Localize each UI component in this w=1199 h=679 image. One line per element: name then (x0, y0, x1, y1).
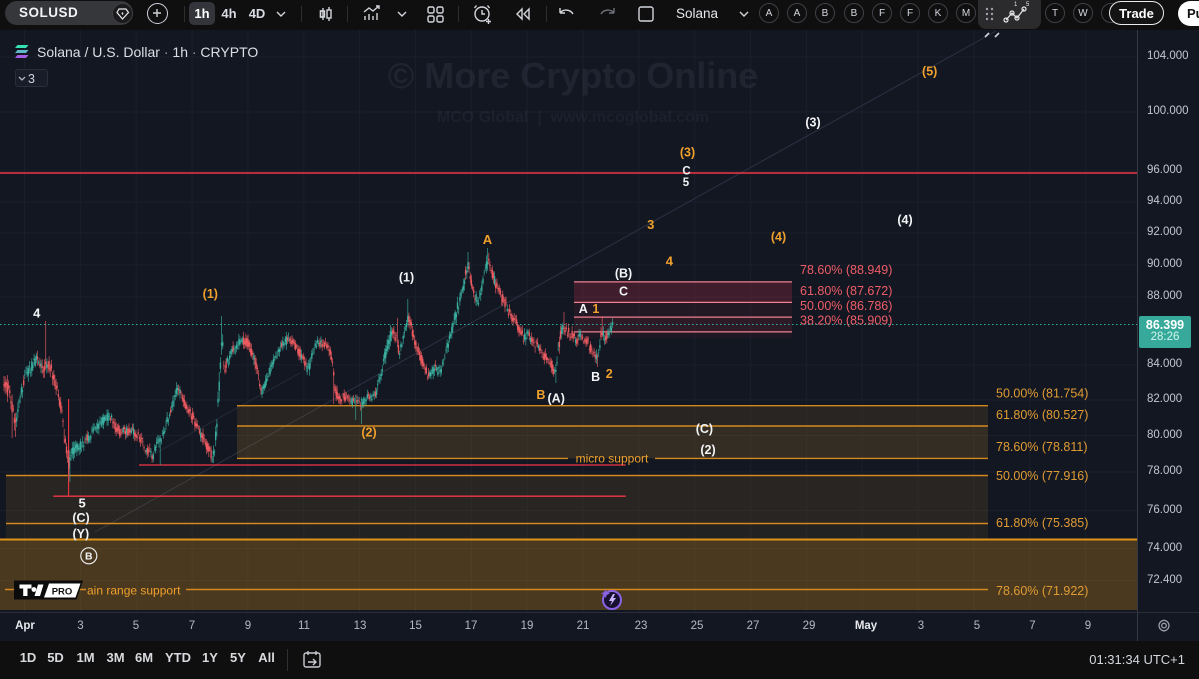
svg-text:(5): (5) (922, 65, 937, 79)
svg-text:MCO Global | www.mcoglobal.c: MCO Global | www.mcoglobal.com (437, 109, 709, 126)
svg-text:(B): (B) (615, 267, 632, 281)
svg-text:(4): (4) (771, 230, 786, 244)
svg-text:© More Crypto Online: © More Crypto Online (388, 55, 759, 96)
svg-text:1: 1 (592, 302, 599, 316)
svg-text:PRO: PRO (52, 587, 73, 598)
svg-text:5: 5 (1026, 2, 1030, 8)
svg-text:50.00% (77.916): 50.00% (77.916) (996, 469, 1088, 483)
svg-text:(A): (A) (548, 392, 565, 406)
svg-text:C: C (619, 285, 628, 299)
svg-text:2: 2 (606, 367, 613, 381)
svg-text:1: 1 (1014, 2, 1018, 8)
svg-text:(4): (4) (897, 213, 912, 227)
svg-text:ain range support: ain range support (87, 584, 181, 598)
svg-text:B: B (591, 370, 600, 384)
svg-text:78.60% (71.922): 78.60% (71.922) (996, 584, 1088, 598)
svg-text:(3): (3) (805, 116, 820, 130)
svg-text:78.60% (78.811): 78.60% (78.811) (996, 440, 1088, 454)
svg-text:(2): (2) (361, 426, 376, 440)
svg-text:5: 5 (78, 496, 85, 511)
svg-text:(1): (1) (399, 271, 414, 285)
svg-text:(1): (1) (203, 287, 218, 301)
svg-text:4: 4 (666, 253, 674, 268)
svg-text:5: 5 (683, 177, 690, 189)
svg-text:(3): (3) (680, 146, 695, 160)
svg-text:3: 3 (647, 217, 654, 232)
svg-text:4: 4 (33, 306, 41, 321)
svg-text:micro support: micro support (576, 452, 649, 466)
svg-text:A: A (483, 232, 493, 247)
svg-text:(Y): (Y) (72, 527, 89, 541)
svg-text:78.60% (88.949): 78.60% (88.949) (800, 263, 892, 277)
svg-text:B: B (85, 551, 93, 563)
svg-text:61.80% (87.672): 61.80% (87.672) (800, 284, 892, 298)
svg-text:61.80% (80.527): 61.80% (80.527) (996, 408, 1088, 422)
svg-text:50.00% (81.754): 50.00% (81.754) (996, 387, 1088, 401)
svg-text:C: C (682, 165, 690, 177)
svg-text:A: A (579, 302, 588, 316)
svg-text:38.20% (85.909): 38.20% (85.909) (800, 314, 892, 328)
svg-text:(C): (C) (696, 422, 713, 436)
svg-text:(2): (2) (700, 443, 715, 457)
svg-text:B: B (536, 388, 545, 402)
svg-text:(C): (C) (72, 511, 89, 525)
svg-text:50.00% (86.786): 50.00% (86.786) (800, 299, 892, 313)
svg-text:61.80% (75.385): 61.80% (75.385) (996, 516, 1088, 530)
